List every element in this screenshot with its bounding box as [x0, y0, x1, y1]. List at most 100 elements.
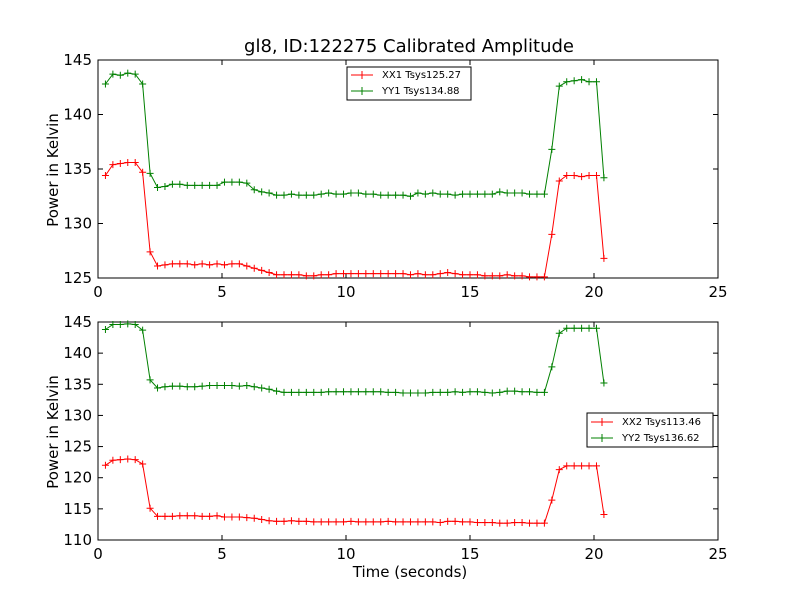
data-point — [526, 388, 534, 396]
data-point — [101, 461, 109, 469]
data-point — [384, 191, 392, 199]
data-point — [578, 462, 586, 470]
data-point — [235, 382, 243, 390]
data-point — [124, 158, 132, 166]
data-point — [533, 519, 541, 527]
data-point — [481, 388, 489, 396]
series-layer — [101, 69, 608, 281]
y-tick-label: 120 — [63, 469, 92, 487]
data-point — [421, 518, 429, 526]
data-point — [235, 260, 243, 268]
data-point — [392, 518, 400, 526]
data-point — [548, 363, 556, 371]
data-point — [399, 270, 407, 278]
data-point — [191, 261, 199, 269]
data-point — [600, 174, 608, 182]
data-point — [310, 191, 318, 199]
data-point — [317, 518, 325, 526]
data-point — [354, 189, 362, 197]
data-point — [533, 273, 541, 281]
legend-marker-yy1 — [358, 87, 366, 95]
legend-label-yy1: YY1 Tsys134.88 — [381, 86, 460, 97]
y-axis-label: Power in Kelvin — [44, 113, 62, 227]
data-point — [198, 260, 206, 268]
data-point — [585, 324, 593, 332]
data-point — [451, 191, 459, 199]
y-tick-label: 115 — [63, 500, 92, 518]
data-point — [287, 190, 295, 198]
data-point — [518, 388, 526, 396]
data-point — [325, 189, 333, 197]
data-point — [563, 172, 571, 180]
data-point — [198, 512, 206, 520]
data-point — [101, 80, 109, 88]
y-axis-label: Power in Kelvin — [44, 375, 62, 489]
legend-marker-xx1 — [358, 71, 366, 79]
data-point — [444, 517, 452, 525]
data-point — [109, 161, 117, 169]
data-point — [354, 270, 362, 278]
data-point — [429, 388, 437, 396]
y-tick-label: 110 — [63, 531, 92, 549]
data-point — [384, 270, 392, 278]
data-point — [377, 191, 385, 199]
tick-layer: 0 5 10 15 20 25 125 130 135 140 145 — [63, 51, 727, 301]
data-point — [503, 271, 511, 279]
bottom-chart: Power in Kelvin Time (seconds) 0 5 10 15 20 2… — [44, 313, 728, 581]
data-point — [592, 324, 600, 332]
data-point — [496, 272, 504, 280]
data-point — [592, 172, 600, 180]
data-point — [496, 388, 504, 396]
data-point — [124, 455, 132, 463]
data-point — [592, 462, 600, 470]
data-point — [161, 182, 169, 190]
data-point — [287, 517, 295, 525]
data-point — [481, 519, 489, 527]
y-tick-label: 135 — [63, 160, 92, 178]
data-point — [459, 271, 467, 279]
data-point — [228, 382, 236, 390]
y-tick-label: 140 — [63, 344, 92, 362]
data-point — [421, 190, 429, 198]
data-point — [406, 271, 414, 279]
x-tick-label: 5 — [217, 283, 227, 301]
y-tick-label: 135 — [63, 375, 92, 393]
data-point — [235, 178, 243, 186]
data-point — [406, 518, 414, 526]
data-point — [116, 160, 124, 168]
data-point — [600, 510, 608, 518]
data-point — [280, 271, 288, 279]
x-tick-label: 5 — [217, 545, 227, 563]
chart-title: gl8, ID:122275 Calibrated Amplitude — [244, 36, 574, 57]
data-point — [213, 181, 221, 189]
data-point — [310, 272, 318, 280]
data-point — [213, 382, 221, 390]
data-point — [340, 270, 348, 278]
data-point — [154, 384, 162, 392]
data-point — [101, 325, 109, 333]
data-point — [555, 82, 563, 90]
data-point — [116, 71, 124, 79]
data-point — [481, 190, 489, 198]
data-point — [399, 191, 407, 199]
data-point — [183, 383, 191, 391]
data-point — [436, 388, 444, 396]
data-point — [540, 388, 548, 396]
data-point — [451, 270, 459, 278]
data-point — [473, 519, 481, 527]
data-point — [265, 269, 273, 277]
data-point — [421, 271, 429, 279]
data-point — [436, 270, 444, 278]
data-point — [585, 172, 593, 180]
data-point — [310, 518, 318, 526]
data-point — [488, 519, 496, 527]
series-layer — [101, 320, 608, 527]
data-point — [488, 389, 496, 397]
data-point — [213, 512, 221, 520]
data-point — [354, 388, 362, 396]
data-point — [585, 78, 593, 86]
data-point — [362, 518, 370, 526]
data-point — [243, 262, 251, 270]
x-tick-label: 20 — [584, 545, 603, 563]
data-point — [258, 188, 266, 196]
